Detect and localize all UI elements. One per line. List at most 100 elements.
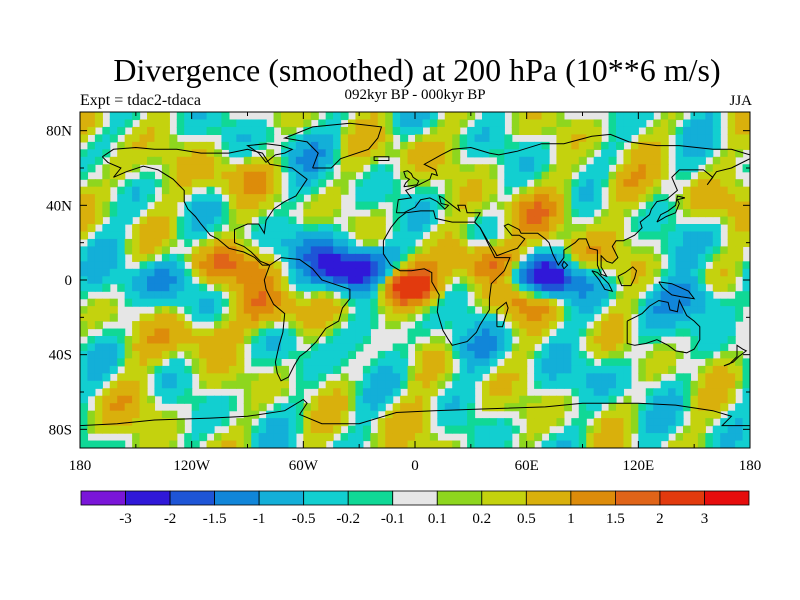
field-cell [109,238,118,247]
field-cell [303,141,312,150]
field-cell [333,231,342,240]
field-cell [340,298,349,307]
field-cell [169,418,178,427]
field-cell [340,388,349,397]
field-cell [139,126,148,135]
field-cell [720,253,729,262]
field-cell [534,425,543,434]
field-cell [325,380,334,389]
x-tick-label: 120W [173,458,211,474]
colorbar-label: 3 [701,511,709,527]
field-cell [459,395,468,404]
field-cell [258,343,267,352]
field-cell [273,231,282,240]
field-cell [236,350,245,359]
field-cell [422,283,431,292]
field-cell [147,268,156,277]
field-cell [281,246,290,255]
field-cell [377,418,386,427]
field-cell [199,298,208,307]
field-cell [176,395,185,404]
field-cell [444,141,453,150]
field-cell [117,119,126,128]
field-cell [191,119,200,128]
field-cell [377,186,386,195]
field-cell [258,224,267,233]
field-cell [593,194,602,203]
field-cell [727,313,736,322]
field-cell [169,283,178,292]
field-cell [400,358,409,367]
field-cell [132,126,141,135]
field-cell [266,388,275,397]
field-cell [370,224,379,233]
field-cell [281,343,290,352]
field-cell [117,141,126,150]
field-cell [660,276,669,285]
field-cell [727,298,736,307]
field-cell [563,216,572,225]
field-cell [176,328,185,337]
field-cell [199,373,208,382]
field-cell [377,216,386,225]
field-cell [362,306,371,315]
field-cell [80,194,89,203]
field-cell [362,418,371,427]
field-cell [474,149,483,158]
field-cell [735,194,744,203]
field-cell [139,231,148,240]
field-cell [437,358,446,367]
field-cell [184,433,193,442]
field-cell [362,216,371,225]
field-cell [690,253,699,262]
field-cell [147,261,156,270]
field-cell [638,268,647,277]
field-cell [228,224,237,233]
field-cell [712,365,721,374]
field-cell [318,358,327,367]
field-cell [697,291,706,300]
field-cell [504,156,513,165]
field-cell [720,171,729,180]
field-cell [690,231,699,240]
field-cell [161,328,170,337]
field-cell [87,238,96,247]
field-cell [571,246,580,255]
field-cell [385,365,394,374]
field-cell [608,261,617,270]
field-cell [333,403,342,412]
field-cell [742,373,750,382]
field-cell [333,246,342,255]
field-cell [251,268,260,277]
field-cell [325,268,334,277]
field-cell [169,373,178,382]
field-cell [444,373,453,382]
field-cell [415,216,424,225]
field-cell [534,306,543,315]
field-cell [370,209,379,218]
field-cell [742,410,750,419]
field-cell [407,328,416,337]
field-cell [422,179,431,188]
field-cell [161,216,170,225]
field-cell [80,224,89,233]
field-cell [645,194,654,203]
field-cell [415,194,424,203]
field-cell [452,156,461,165]
field-cell [333,276,342,285]
field-cell [444,313,453,322]
field-cell [489,179,498,188]
field-cell [697,209,706,218]
field-cell [601,298,610,307]
field-cell [392,231,401,240]
field-cell [102,395,111,404]
field-cell [415,433,424,442]
field-cell [377,283,386,292]
field-cell [541,119,550,128]
field-cell [578,418,587,427]
field-cell [117,253,126,262]
field-cell [683,395,692,404]
field-cell [124,276,133,285]
field-cell [392,112,401,121]
field-cell [467,134,476,143]
